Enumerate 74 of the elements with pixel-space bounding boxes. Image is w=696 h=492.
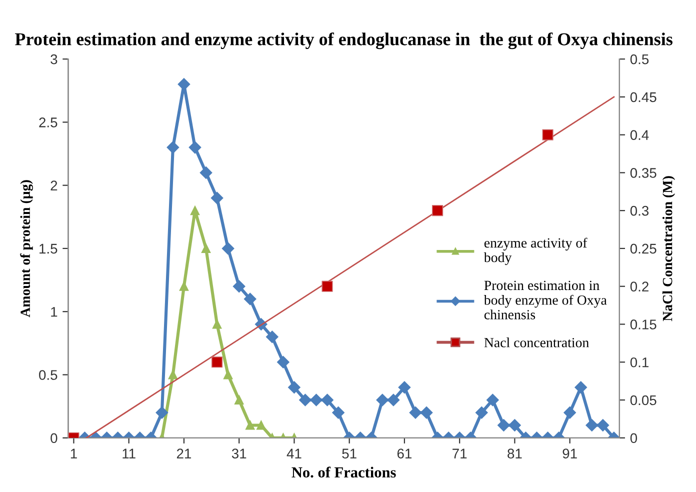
point bbox=[222, 242, 234, 255]
y-tick-label: 1.5 bbox=[40, 244, 58, 254]
point bbox=[200, 166, 212, 179]
y2-tick-label: 0.2 bbox=[630, 282, 648, 292]
y-axis-title: Amount of protein (µg) bbox=[20, 180, 33, 318]
point bbox=[486, 394, 499, 406]
y2-tick-label: 0.25 bbox=[630, 244, 656, 254]
point bbox=[256, 420, 266, 430]
y-tick-label: 3 bbox=[50, 54, 58, 64]
point bbox=[166, 141, 180, 154]
point bbox=[596, 419, 609, 432]
point bbox=[202, 244, 211, 253]
legend-label: Protein estimation in body enzyme of Oxya chinensis bbox=[484, 280, 607, 320]
point bbox=[244, 292, 256, 306]
x-tick-label: 21 bbox=[176, 448, 192, 458]
x-tick-label: 31 bbox=[232, 448, 246, 458]
point bbox=[322, 280, 333, 292]
y2-tick-label: 0.4 bbox=[630, 130, 649, 140]
point bbox=[211, 356, 223, 368]
x-tick-label: 81 bbox=[508, 448, 522, 458]
point bbox=[476, 406, 488, 419]
y-tick-label: 2 bbox=[50, 180, 58, 190]
point bbox=[168, 370, 178, 380]
x-tick-label: 11 bbox=[122, 448, 136, 458]
point bbox=[321, 394, 334, 406]
y-tick-label: 1 bbox=[51, 307, 58, 317]
point bbox=[277, 356, 290, 368]
chart-title: Protein estimation and enzyme activity of endoglucanase in the gut of Oxya chinensis bbox=[15, 32, 672, 50]
x-tick-label: 61 bbox=[397, 448, 412, 458]
point bbox=[332, 406, 344, 419]
x-tick-label: 1 bbox=[70, 448, 77, 458]
y2-tick-label: 0.1 bbox=[630, 357, 648, 368]
point bbox=[246, 420, 255, 430]
point bbox=[432, 205, 444, 216]
x-tick-label: 41 bbox=[286, 448, 302, 458]
legend-label: Nacl concentration bbox=[484, 338, 589, 348]
point bbox=[574, 381, 587, 394]
y2-tick-label: 0 bbox=[630, 433, 638, 444]
x-tick-label: 51 bbox=[342, 448, 356, 458]
point bbox=[310, 394, 322, 406]
point bbox=[188, 141, 202, 154]
y2-axis-title: NaCl Concentration (M) bbox=[662, 176, 676, 322]
y-tick-label: 0.5 bbox=[39, 370, 58, 380]
y2-tick-label: 0.15 bbox=[630, 320, 656, 330]
point bbox=[190, 206, 200, 216]
legend-label: enzyme activity of body bbox=[484, 238, 588, 266]
point bbox=[498, 419, 510, 432]
y2-tick-label: 0.45 bbox=[630, 92, 656, 102]
y2-tick-label: 0.05 bbox=[630, 395, 656, 406]
y-tick-label: 2.5 bbox=[39, 118, 58, 128]
x-axis-title: No. of Fractions bbox=[292, 466, 396, 478]
x-tick-label: 71 bbox=[452, 448, 467, 458]
point bbox=[288, 381, 300, 394]
point bbox=[420, 406, 433, 419]
point bbox=[409, 406, 422, 419]
point bbox=[564, 406, 576, 419]
point bbox=[232, 280, 246, 292]
point bbox=[210, 192, 224, 204]
point bbox=[376, 394, 389, 406]
y2-tick-label: 0.35 bbox=[630, 168, 656, 178]
y2-tick-label: 0.5 bbox=[630, 54, 649, 64]
point bbox=[299, 394, 312, 406]
point bbox=[387, 394, 400, 406]
point bbox=[586, 419, 598, 432]
point bbox=[234, 395, 244, 405]
point bbox=[542, 129, 554, 140]
point bbox=[156, 406, 168, 419]
point bbox=[224, 370, 233, 380]
point bbox=[266, 330, 278, 343]
x-tick-label: 91 bbox=[562, 448, 577, 458]
point bbox=[508, 419, 521, 432]
point bbox=[398, 381, 411, 394]
y-tick-label: 0 bbox=[50, 433, 58, 444]
y2-tick-label: 0.3 bbox=[630, 206, 649, 216]
